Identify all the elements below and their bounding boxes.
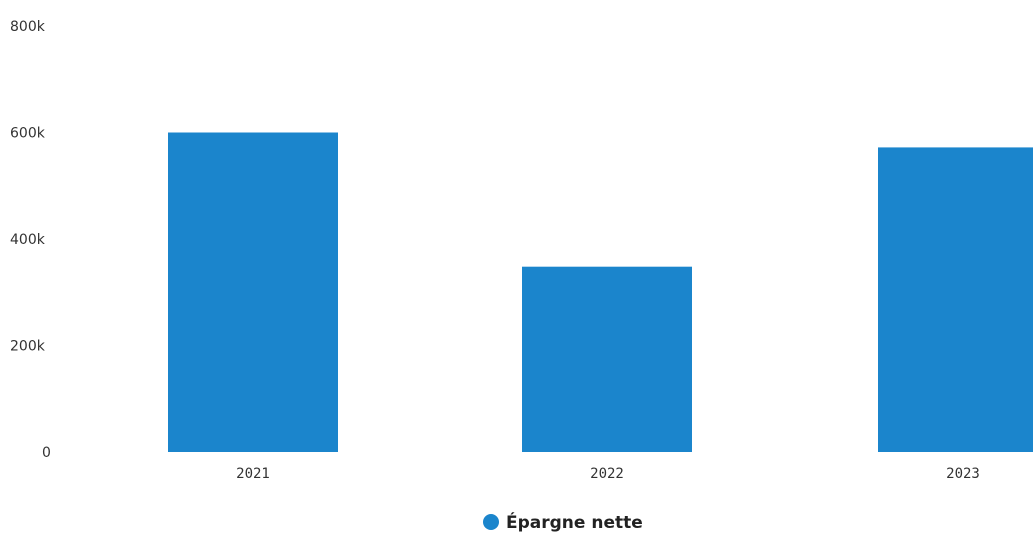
x-tick-label-2022: 2022 [590, 466, 624, 482]
bars [168, 132, 1033, 453]
bar-2021[interactable] [168, 132, 338, 453]
legend-label-epargne-nette: Épargne nette [506, 511, 643, 533]
y-tick-label: 400k [10, 232, 46, 248]
x-tick-label-2021: 2021 [236, 466, 270, 482]
y-tick-label: 600k [10, 126, 46, 142]
x-axis-labels: 2021 2022 2023 [236, 466, 980, 482]
y-tick-label: 200k [10, 339, 46, 355]
y-tick-label: 0 [42, 445, 51, 461]
y-tick-label: 800k [10, 19, 46, 35]
legend-marker [483, 514, 499, 530]
legend[interactable]: Épargne nette [483, 511, 643, 533]
x-tick-label-2023: 2023 [946, 466, 980, 482]
bar-2022[interactable] [522, 266, 692, 452]
bar-2023[interactable] [878, 147, 1033, 452]
y-axis-ticks: 0 200k 400k 600k 800k [10, 19, 51, 461]
